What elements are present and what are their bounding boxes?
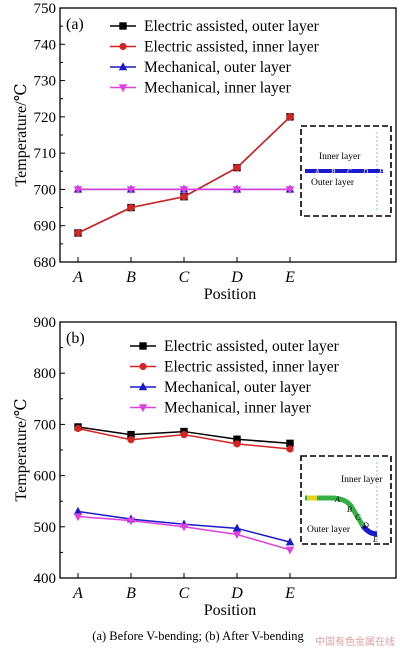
data-point <box>73 186 83 195</box>
x-tick-label: E <box>284 269 295 286</box>
legend-entry: Electric assisted, outer layer <box>144 18 320 35</box>
inset-point-label: E <box>372 535 378 544</box>
data-point <box>126 186 136 195</box>
inset-inner-label: Inner layer <box>341 475 383 485</box>
legend-entry: Mechanical, outer layer <box>144 59 292 76</box>
data-point <box>286 439 294 448</box>
legend-swatch-marker <box>119 42 127 51</box>
y-tick-label: 800 <box>34 366 57 382</box>
y-tick-label: 740 <box>34 37 57 53</box>
data-point <box>233 164 241 172</box>
data-point <box>285 537 295 546</box>
legend-swatch-marker <box>118 84 128 93</box>
inset-point-label: A <box>314 168 320 176</box>
series-line-1 <box>77 116 291 234</box>
figure-caption: (a) Before V-bending; (b) After V-bendin… <box>92 629 304 643</box>
x-tick-label: D <box>230 585 243 602</box>
data-point <box>73 513 83 522</box>
data-point <box>127 203 135 212</box>
inset-point-label: C <box>355 513 361 522</box>
x-axis-label: Position <box>204 286 256 303</box>
inset-outer-label: Outer layer <box>307 525 351 535</box>
y-tick-label: 680 <box>34 255 57 271</box>
legend-entry: Electric assisted, outer layer <box>164 338 340 355</box>
inset-point-label: B <box>347 505 352 514</box>
data-point <box>286 445 294 453</box>
data-point <box>179 186 189 195</box>
data-point <box>233 440 241 448</box>
data-point <box>180 193 188 201</box>
legend-entry: Mechanical, inner layer <box>164 400 312 417</box>
data-point <box>233 435 241 443</box>
y-tick-label: 750 <box>34 1 57 17</box>
data-point <box>285 546 295 555</box>
series-line-0 <box>77 116 291 234</box>
x-tick-label: A <box>72 585 83 602</box>
y-tick-label: 710 <box>34 146 57 162</box>
inset-point-label: E <box>378 168 384 176</box>
data-point <box>126 517 136 526</box>
y-axis-label: Temperature/℃ <box>13 84 30 187</box>
x-tick-label: D <box>230 269 243 286</box>
legend-entry: Mechanical, outer layer <box>164 379 312 396</box>
legend-swatch-marker <box>118 62 128 71</box>
data-point <box>232 186 242 195</box>
inset-bent-sheet-end <box>361 524 378 537</box>
y-tick-label: 690 <box>34 219 57 235</box>
data-point <box>127 430 135 439</box>
legend-swatch-marker <box>138 404 148 413</box>
x-tick-label: A <box>72 269 83 286</box>
legend-entry: Electric assisted, inner layer <box>164 359 340 376</box>
data-point <box>232 523 242 532</box>
data-point <box>286 113 294 121</box>
inset-point-label: A <box>334 495 340 504</box>
inset-point-label: B <box>331 168 336 176</box>
inset-inner-label: Inner layer <box>319 152 361 162</box>
legend-entry: Mechanical, inner layer <box>144 80 292 97</box>
x-tick-label: E <box>284 585 295 602</box>
data-point <box>74 229 82 237</box>
data-point <box>180 431 188 439</box>
legend-swatch-marker <box>138 382 148 391</box>
y-tick-label: 730 <box>34 74 57 90</box>
y-tick-label: 500 <box>34 520 57 536</box>
data-point <box>127 436 135 444</box>
y-tick-label: 900 <box>34 315 57 331</box>
x-tick-label: C <box>179 585 190 602</box>
data-point <box>179 523 189 532</box>
panel-label: (a) <box>66 16 84 33</box>
y-tick-label: 600 <box>34 469 57 485</box>
inset-point-label: D <box>362 168 368 176</box>
data-point <box>74 424 82 433</box>
data-point <box>285 186 295 195</box>
y-tick-label: 700 <box>34 182 57 198</box>
data-point <box>73 506 83 515</box>
y-tick-label: 720 <box>34 110 57 126</box>
y-tick-label: 400 <box>34 571 57 587</box>
inset-hot-zone <box>307 495 317 501</box>
x-tick-label: B <box>126 585 136 602</box>
x-tick-label: C <box>179 269 190 286</box>
data-point <box>232 531 242 540</box>
x-axis-label: Position <box>204 602 256 619</box>
y-axis-label: Temperature/℃ <box>13 399 30 502</box>
y-tick-label: 700 <box>34 417 57 433</box>
panel-label: (b) <box>66 330 85 347</box>
legend-swatch-marker <box>119 22 127 30</box>
inset-outer-label: Outer layer <box>311 178 355 188</box>
panel-a-chart: 680 690 700 710 720 730 740 750 A B C D E Position Tem… <box>13 1 397 303</box>
watermark-text: 中国有色金属在线 <box>315 635 395 648</box>
inset-point-label: D <box>362 521 369 530</box>
inset-point-label: C <box>347 168 352 176</box>
legend-swatch-marker <box>139 342 147 350</box>
x-tick-label: B <box>126 269 136 286</box>
legend-swatch-marker <box>139 362 147 371</box>
legend-entry: Electric assisted, inner layer <box>144 39 320 56</box>
